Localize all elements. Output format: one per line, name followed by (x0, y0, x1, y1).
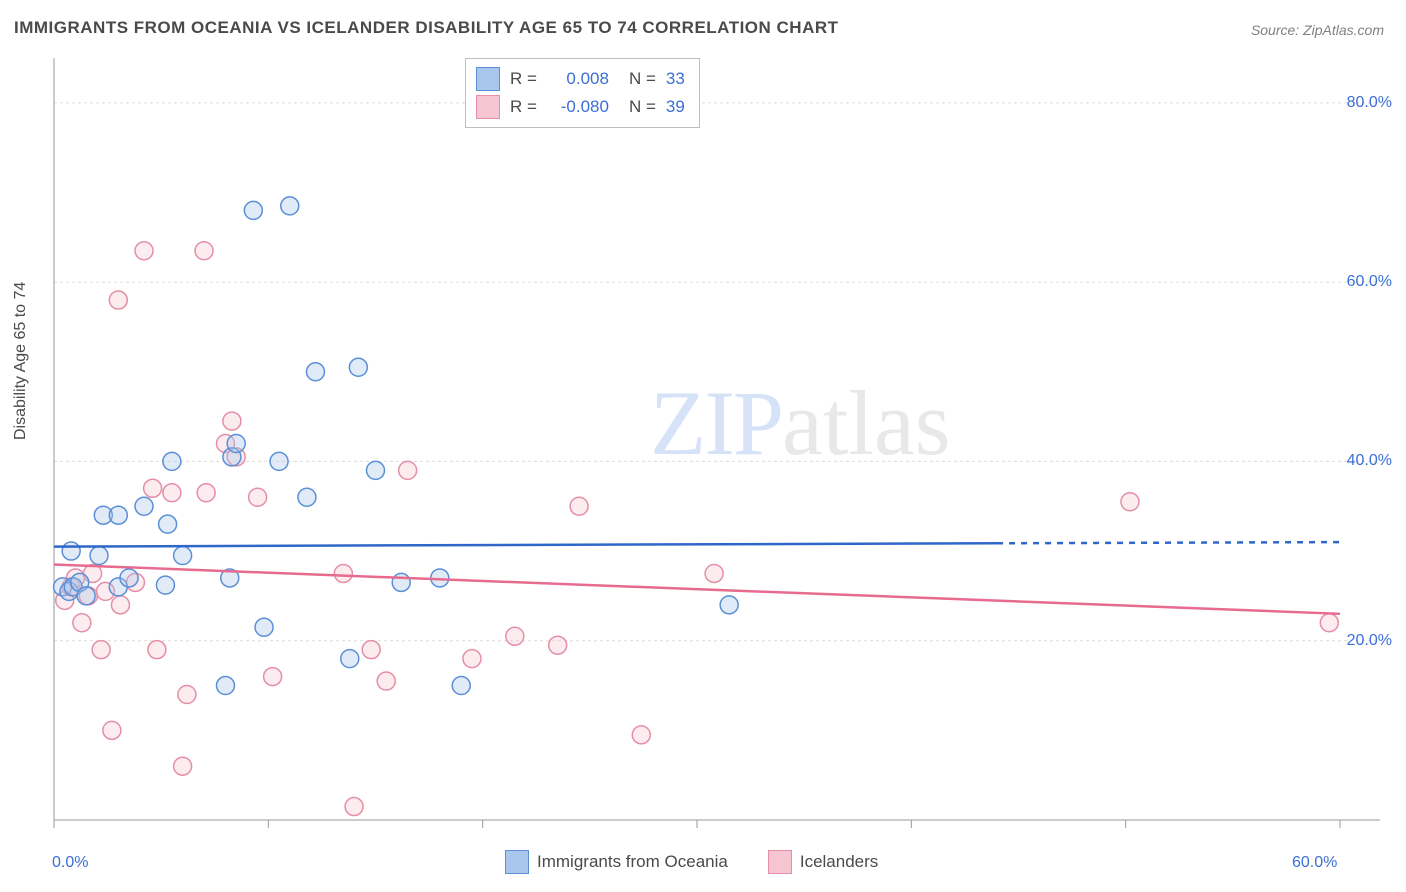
n-label: N = (629, 65, 656, 93)
stats-row: R = -0.080 N = 39 (476, 93, 685, 121)
r-label: R = (510, 65, 537, 93)
y-tick-label: 40.0% (1347, 452, 1392, 470)
swatch-icon (768, 850, 792, 874)
n-value: 33 (666, 65, 685, 93)
n-label: N = (629, 93, 656, 121)
legend-item: Immigrants from Oceania (505, 850, 728, 874)
stats-row: R = 0.008 N = 33 (476, 65, 685, 93)
r-value: -0.080 (547, 93, 609, 121)
x-tick-label: 0.0% (52, 854, 88, 872)
y-tick-label: 60.0% (1347, 273, 1392, 291)
swatch-icon (476, 95, 500, 119)
r-value: 0.008 (547, 65, 609, 93)
correlation-chart: IMMIGRANTS FROM OCEANIA VS ICELANDER DIS… (0, 0, 1406, 892)
legend-label: Icelanders (800, 852, 878, 872)
swatch-icon (505, 850, 529, 874)
legend-label: Immigrants from Oceania (537, 852, 728, 872)
x-tick-label: 60.0% (1292, 854, 1337, 872)
y-tick-label: 80.0% (1347, 94, 1392, 112)
correlation-stats-box: R = 0.008 N = 33 R = -0.080 N = 39 (465, 58, 700, 128)
scatter-plot-svg (0, 0, 1406, 892)
r-label: R = (510, 93, 537, 121)
swatch-icon (476, 67, 500, 91)
legend-item: Icelanders (768, 850, 878, 874)
legend: Immigrants from Oceania Icelanders (505, 850, 878, 874)
n-value: 39 (666, 93, 685, 121)
y-tick-label: 20.0% (1347, 632, 1392, 650)
